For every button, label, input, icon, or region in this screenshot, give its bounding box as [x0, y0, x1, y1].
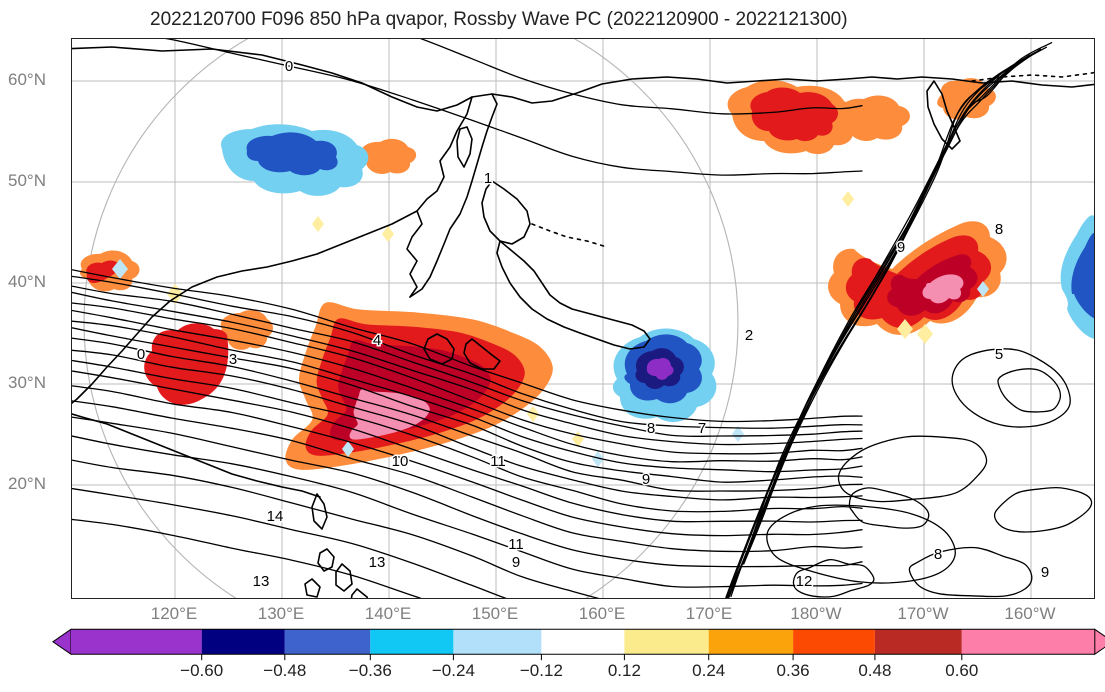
svg-text:9: 9 — [512, 554, 520, 571]
svg-text:8: 8 — [934, 546, 942, 563]
svg-text:1: 1 — [484, 170, 492, 187]
svg-text:4: 4 — [373, 332, 381, 349]
svg-text:13: 13 — [253, 573, 270, 590]
svg-text:11: 11 — [490, 453, 506, 470]
svg-text:13: 13 — [369, 554, 386, 571]
svg-text:0: 0 — [285, 58, 293, 75]
svg-text:10: 10 — [392, 453, 409, 470]
svg-text:9: 9 — [1041, 564, 1049, 581]
svg-text:5: 5 — [995, 346, 1003, 363]
svg-text:8: 8 — [647, 420, 655, 437]
svg-text:12: 12 — [796, 573, 813, 590]
svg-text:8: 8 — [995, 221, 1003, 238]
svg-text:0: 0 — [137, 346, 145, 363]
svg-text:11: 11 — [508, 536, 524, 553]
svg-text:9: 9 — [642, 471, 650, 488]
svg-text:3: 3 — [229, 351, 237, 368]
svg-text:9: 9 — [897, 239, 905, 256]
svg-text:14: 14 — [267, 508, 284, 525]
svg-text:7: 7 — [698, 420, 706, 437]
svg-text:2: 2 — [745, 327, 753, 344]
